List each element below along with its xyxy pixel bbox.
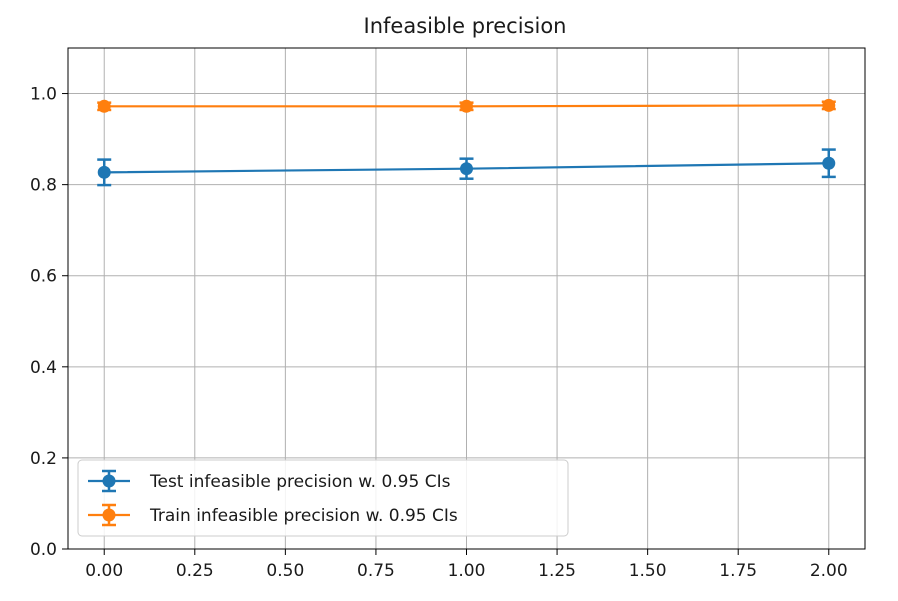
x-tick-label: 1.25	[538, 561, 576, 581]
legend-label: Train infeasible precision w. 0.95 CIs	[149, 506, 458, 526]
data-point	[822, 98, 836, 112]
series-layer	[97, 98, 836, 187]
y-tick-label: 0.2	[30, 449, 57, 469]
legend-entry: Train infeasible precision w. 0.95 CIs	[88, 503, 458, 527]
x-tick-label: 0.50	[266, 561, 304, 581]
x-tick-label: 1.00	[448, 561, 486, 581]
data-point	[460, 162, 473, 176]
x-tick-label: 0.25	[176, 561, 214, 581]
y-tick-label: 0.4	[30, 358, 57, 378]
legend-entry: Test infeasible precision w. 0.95 CIs	[88, 469, 451, 493]
x-axis: 0.00 0.25 0.50 0.75 1.00 1.25 1.50 1.75 2.00	[85, 549, 848, 581]
x-tick-label: 0.75	[357, 561, 395, 581]
y-tick-label: 1.0	[30, 85, 57, 105]
series-1	[97, 148, 836, 187]
data-point	[97, 99, 111, 113]
x-tick-label: 2.00	[810, 561, 848, 581]
y-tick-label: 0.8	[30, 176, 57, 196]
x-tick-label: 1.50	[629, 561, 667, 581]
data-point	[460, 99, 473, 113]
x-tick-label: 1.75	[719, 561, 757, 581]
legend: Test infeasible precision w. 0.95 CIs Tra…	[77, 459, 569, 537]
legend-box	[77, 459, 569, 537]
grid	[68, 48, 865, 550]
legend-marker	[102, 474, 116, 488]
y-tick-label: 0.0	[30, 540, 57, 560]
y-axis: 0.0 0.2 0.4 0.6 0.8 1.0	[30, 85, 68, 560]
series-2	[97, 98, 836, 113]
legend-marker	[102, 508, 116, 522]
data-point	[822, 156, 836, 170]
data-point	[97, 165, 111, 179]
legend-label: Test infeasible precision w. 0.95 CIs	[149, 472, 451, 492]
y-tick-label: 0.6	[30, 267, 57, 287]
x-tick-label: 0.00	[85, 561, 123, 581]
chart-title: Infeasible precision	[364, 14, 567, 38]
